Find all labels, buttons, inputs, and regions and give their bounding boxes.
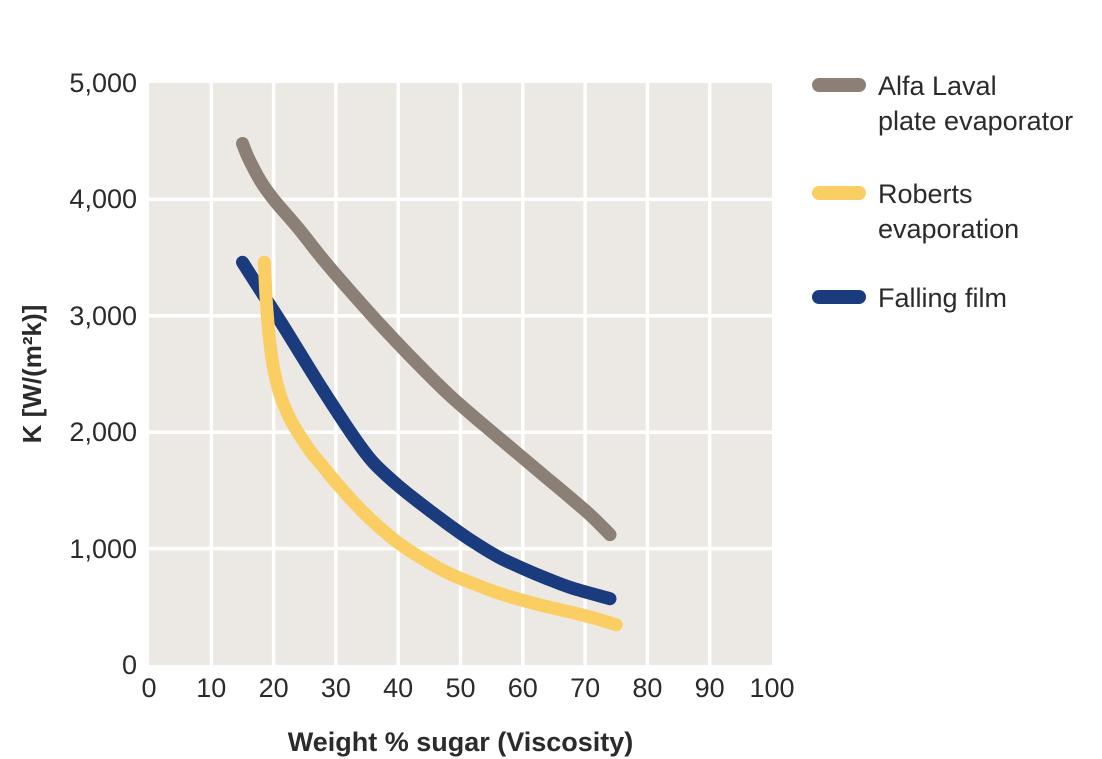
x-tick-label-100: 100 [749, 673, 795, 703]
y-tick-label-0: 0 [121, 650, 137, 680]
legend-item-roberts-evaporation: Roberts evaporation [812, 177, 1019, 247]
y-tick-label-1000: 1,000 [69, 533, 137, 564]
x-tick-label-10: 10 [196, 673, 227, 703]
legend-label-roberts-evaporation: Roberts evaporation [878, 177, 1019, 247]
y-tick-label-5000: 5,000 [69, 68, 137, 98]
y-tick-label-4000: 4,000 [69, 184, 137, 215]
legend-label-alfa-laval-plate-evaporator: Alfa Laval plate evaporator [878, 69, 1073, 139]
plot-canvas [149, 83, 772, 665]
x-tick-label-90: 90 [694, 673, 725, 703]
y-tick-label-2000: 2,000 [69, 417, 137, 448]
x-tick-label-70: 70 [570, 673, 601, 703]
x-tick-label-20: 20 [258, 673, 289, 703]
legend-label-line: Alfa Laval [878, 71, 997, 101]
x-tick-label-60: 60 [507, 673, 538, 703]
y-axis-title: K [W/(m²k)] [17, 304, 47, 444]
x-axis-title: Weight % sugar (Viscosity) [287, 727, 634, 757]
legend-item-alfa-laval-plate-evaporator: Alfa Laval plate evaporator [812, 69, 1073, 139]
series-line-alfa-laval-plate-evaporator [236, 137, 617, 542]
y-tick-label-3000: 3,000 [69, 300, 137, 331]
plot-area [149, 83, 772, 665]
legend-swatch-roberts-evaporation [812, 186, 866, 200]
series-line-roberts-evaporation [257, 255, 623, 632]
legend-swatch-alfa-laval-plate-evaporator [812, 78, 866, 92]
legend-label-line: plate evaporator [878, 106, 1074, 136]
x-tick-label-40: 40 [383, 673, 414, 703]
series-line-falling-film [236, 255, 617, 606]
x-tick-label-30: 30 [320, 673, 351, 703]
x-tick-label-0: 0 [141, 673, 157, 703]
legend-swatch-falling-film [812, 290, 866, 304]
x-tick-label-50: 50 [445, 673, 476, 703]
legend-label-line: Falling film [878, 283, 1008, 313]
legend-label-falling-film: Falling film [878, 281, 1007, 316]
legend-label-line: evaporation [878, 214, 1020, 244]
legend-item-falling-film: Falling film [812, 281, 1007, 316]
legend-label-line: Roberts [878, 179, 973, 209]
x-tick-label-80: 80 [632, 673, 663, 703]
